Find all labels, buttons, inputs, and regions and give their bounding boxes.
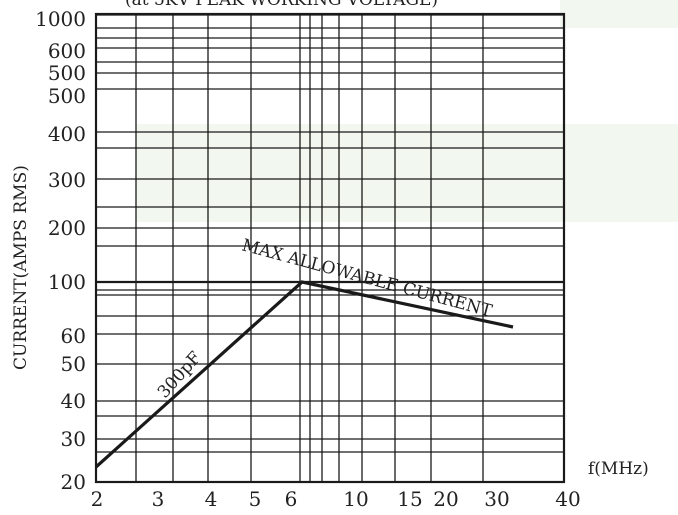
x-tick-label-5: 10 <box>343 487 368 511</box>
band-middle <box>136 124 678 222</box>
x-tick-label-0: 2 <box>91 487 104 511</box>
grid <box>94 12 566 484</box>
y-tick-label-1: 30 <box>61 427 86 451</box>
x-tick-label-1: 3 <box>152 487 165 511</box>
annotation-max-allowable-current: MAX ALLOWABLE CURRENT <box>240 236 495 322</box>
x-tick-label-7: 20 <box>433 487 458 511</box>
y-tick-label-12: 1000 <box>35 7 86 31</box>
x-tick-label-9: 40 <box>555 487 580 511</box>
y-tick-label-6: 200 <box>48 216 86 240</box>
y-tick-label-5: 100 <box>48 270 86 294</box>
y-axis-label: CURRENT(AMPS RMS) <box>11 165 31 370</box>
background-bands <box>136 0 678 222</box>
x-tick-label-8: 30 <box>484 487 509 511</box>
y-tick-label-7: 300 <box>48 168 86 192</box>
plot-frame <box>94 12 566 484</box>
x-tick-labels: 2 3 4 5 6 10 15 20 30 40 <box>91 487 581 511</box>
x-tick-label-4: 6 <box>285 487 298 511</box>
chart-title: (at 5KV PEAK WORKING VOLTAGE) <box>125 0 438 10</box>
x-tick-label-2: 4 <box>205 487 218 511</box>
band-top <box>560 0 678 28</box>
y-tick-label-3: 50 <box>61 352 86 376</box>
series-line-0 <box>94 280 514 469</box>
y-tick-label-11: 600 <box>48 39 86 63</box>
x-tick-label-6: 15 <box>397 487 422 511</box>
y-tick-label-2: 40 <box>61 389 86 413</box>
y-tick-label-4: 60 <box>61 324 86 348</box>
y-tick-label-9: 500 <box>48 84 86 108</box>
y-tick-label-0: 20 <box>61 470 86 494</box>
series-layer <box>94 280 514 469</box>
y-tick-label-8: 400 <box>48 122 86 146</box>
x-axis-label: f(MHz) <box>588 459 649 479</box>
y-tick-label-10: 500 <box>48 61 86 85</box>
x-tick-label-3: 5 <box>249 487 262 511</box>
